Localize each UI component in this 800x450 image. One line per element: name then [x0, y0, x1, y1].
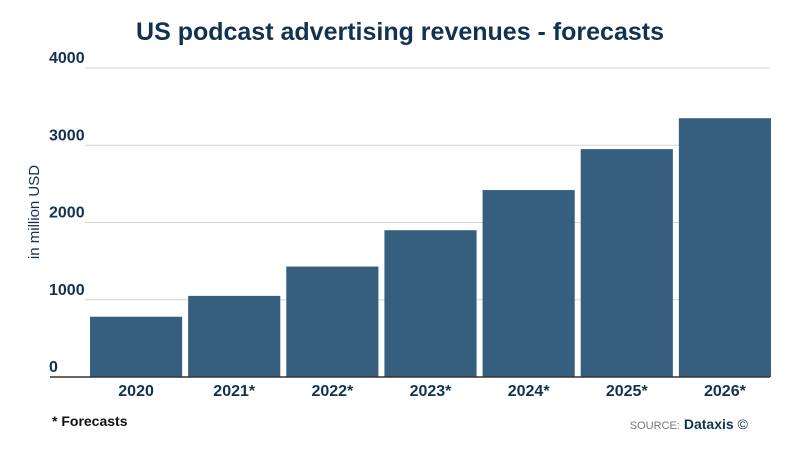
y-tick-label: 0 — [49, 359, 58, 376]
bar-2021 — [188, 295, 281, 377]
bar-2020 — [90, 316, 183, 377]
y-tick-label: 1000 — [49, 282, 85, 299]
source-brand: Dataxis — [683, 416, 734, 432]
x-axis-ticks: 2020 2021* 2022* 2023* 2024* 2025* 2026* — [118, 383, 746, 400]
x-tick-label: 2025* — [606, 383, 649, 400]
y-tick-label: 2000 — [49, 205, 85, 222]
bar-2022 — [286, 266, 379, 377]
bar-2024 — [482, 190, 575, 377]
y-tick-label: 4000 — [49, 50, 85, 67]
bar-2025 — [580, 149, 673, 377]
copyright-icon: © — [737, 416, 748, 432]
y-tick-label: 3000 — [49, 127, 85, 144]
chart-title: US podcast advertising revenues - foreca… — [136, 18, 664, 46]
source-credit: SOURCE: Dataxis © — [630, 416, 748, 432]
x-tick-label: 2023* — [410, 383, 453, 400]
bar-2023 — [384, 230, 477, 377]
forecast-footnote: * Forecasts — [52, 413, 128, 429]
source-label: SOURCE: — [629, 420, 680, 432]
x-tick-label: 2021* — [213, 383, 256, 400]
y-axis-ticks: 0 1000 2000 3000 4000 — [49, 50, 85, 376]
x-tick-label: 2026* — [704, 383, 747, 400]
y-axis-label: in million USD — [26, 165, 43, 259]
x-tick-label: 2022* — [311, 383, 354, 400]
bar-2026 — [678, 118, 771, 378]
bars — [90, 118, 771, 378]
x-tick-label: 2020 — [118, 383, 154, 400]
x-tick-label: 2024* — [508, 383, 551, 400]
